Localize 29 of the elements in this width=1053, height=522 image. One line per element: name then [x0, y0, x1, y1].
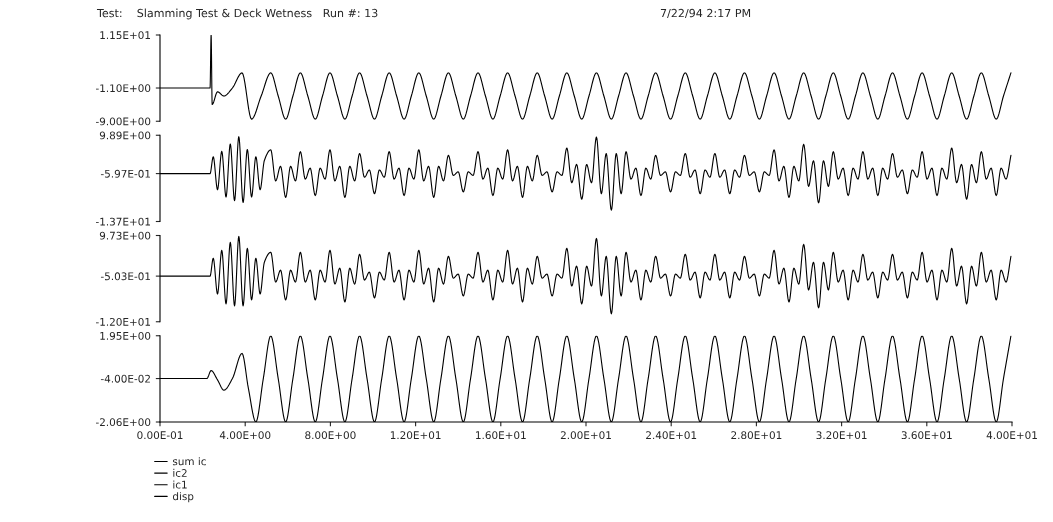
y-tick-label: 1.95E+00 — [100, 331, 151, 340]
x-tick-label: 2.80E+01 — [731, 431, 782, 440]
x-tick-label: 1.20E+01 — [390, 431, 441, 440]
x-tick-label: 4.00E+01 — [986, 431, 1037, 440]
y-tick-label: 1.15E+01 — [100, 31, 151, 40]
text: 7/22/94 2:17 PM — [660, 8, 751, 19]
x-tick-label: 8.00E+00 — [305, 431, 356, 440]
y-tick-label: -1.20E+01 — [95, 317, 151, 326]
y-tick-label: 9.89E+00 — [99, 131, 151, 140]
x-tick-label: 3.20E+01 — [816, 431, 867, 440]
text: ic1 — [173, 480, 187, 489]
y-tick-label: -5.03E-01 — [100, 272, 151, 281]
x-tick-label: 2.40E+01 — [646, 431, 697, 440]
x-tick-label: 1.60E+01 — [476, 431, 526, 440]
text: ic2 — [173, 468, 187, 477]
x-tick-label: 2.00E+01 — [560, 431, 611, 440]
legend-label: sum ic — [172, 457, 206, 466]
chart-title: Test: Slamming Test & Deck Wetness Run #: 13 — [96, 8, 378, 20]
y-tick-label: -4.00E-02 — [100, 374, 150, 383]
y-tick-label: -1.10E+00 — [95, 84, 151, 93]
x-tick-label: 4.00E+00 — [219, 431, 271, 440]
y-tick-label: -2.06E+00 — [95, 418, 151, 427]
text: disp — [172, 492, 194, 503]
x-tick-label: 3.60E+01 — [901, 431, 952, 440]
x-tick-label: 0.00E-01 — [137, 431, 183, 440]
y-tick-label: 9.73E+00 — [99, 231, 151, 240]
y-tick-label: -5.97E-01 — [100, 169, 151, 178]
y-tick-label: -1.37E+01 — [95, 217, 151, 226]
y-tick-label: -9.00E+00 — [95, 117, 151, 126]
